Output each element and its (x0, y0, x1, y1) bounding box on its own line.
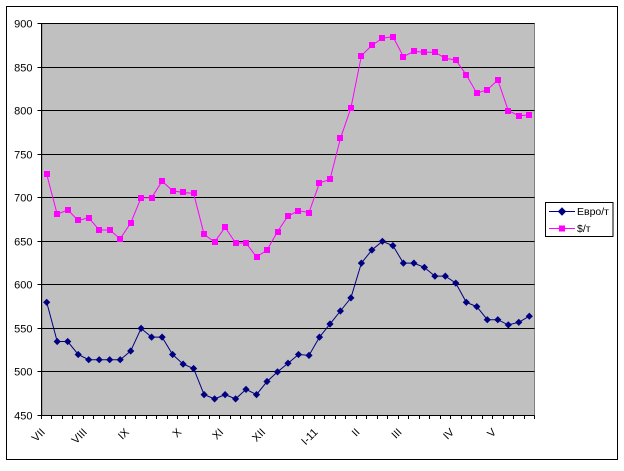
svg-text:Евро/т: Евро/т (577, 206, 609, 218)
svg-text:800: 800 (14, 106, 32, 118)
svg-text:650: 650 (14, 237, 32, 249)
svg-text:750: 750 (14, 150, 32, 162)
svg-text:550: 550 (14, 324, 32, 336)
svg-text:$/т: $/т (577, 223, 591, 235)
svg-text:900: 900 (14, 19, 32, 31)
svg-text:450: 450 (14, 411, 32, 423)
svg-text:500: 500 (14, 367, 32, 379)
svg-text:600: 600 (14, 280, 32, 292)
svg-text:700: 700 (14, 193, 32, 205)
svg-text:850: 850 (14, 63, 32, 75)
